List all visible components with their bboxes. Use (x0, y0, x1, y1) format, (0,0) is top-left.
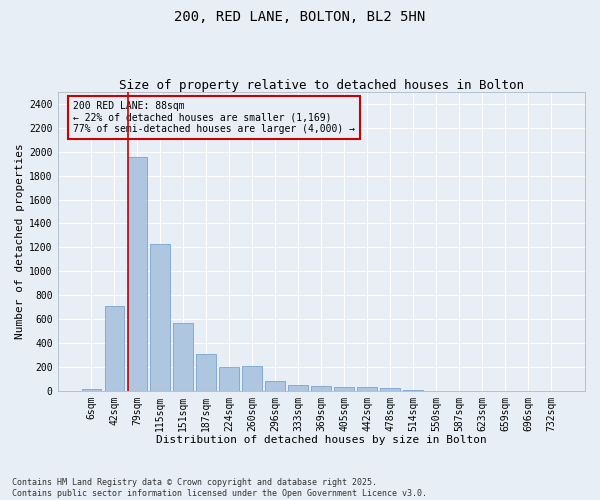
Text: Contains HM Land Registry data © Crown copyright and database right 2025.
Contai: Contains HM Land Registry data © Crown c… (12, 478, 427, 498)
Bar (82, 389, 101, 390)
Bar (104, 306, 124, 390)
Bar (242, 366, 262, 390)
Title: Size of property relative to detached houses in Bolton: Size of property relative to detached ho… (119, 79, 524, 92)
Bar (311, 386, 331, 390)
Text: 200 RED LANE: 88sqm
← 22% of detached houses are smaller (1,169)
77% of semi-det: 200 RED LANE: 88sqm ← 22% of detached ho… (73, 101, 355, 134)
Bar (196, 354, 216, 390)
X-axis label: Distribution of detached houses by size in Bolton: Distribution of detached houses by size … (156, 435, 487, 445)
Bar (151, 244, 170, 390)
Bar (173, 322, 193, 390)
Bar (358, 386, 377, 390)
Bar (220, 367, 239, 390)
Bar (380, 388, 400, 390)
Bar (289, 385, 308, 390)
Bar (128, 156, 147, 390)
Y-axis label: Number of detached properties: Number of detached properties (15, 144, 25, 339)
Text: 200, RED LANE, BOLTON, BL2 5HN: 200, RED LANE, BOLTON, BL2 5HN (175, 10, 425, 24)
Bar (265, 381, 285, 390)
Bar (334, 386, 354, 390)
